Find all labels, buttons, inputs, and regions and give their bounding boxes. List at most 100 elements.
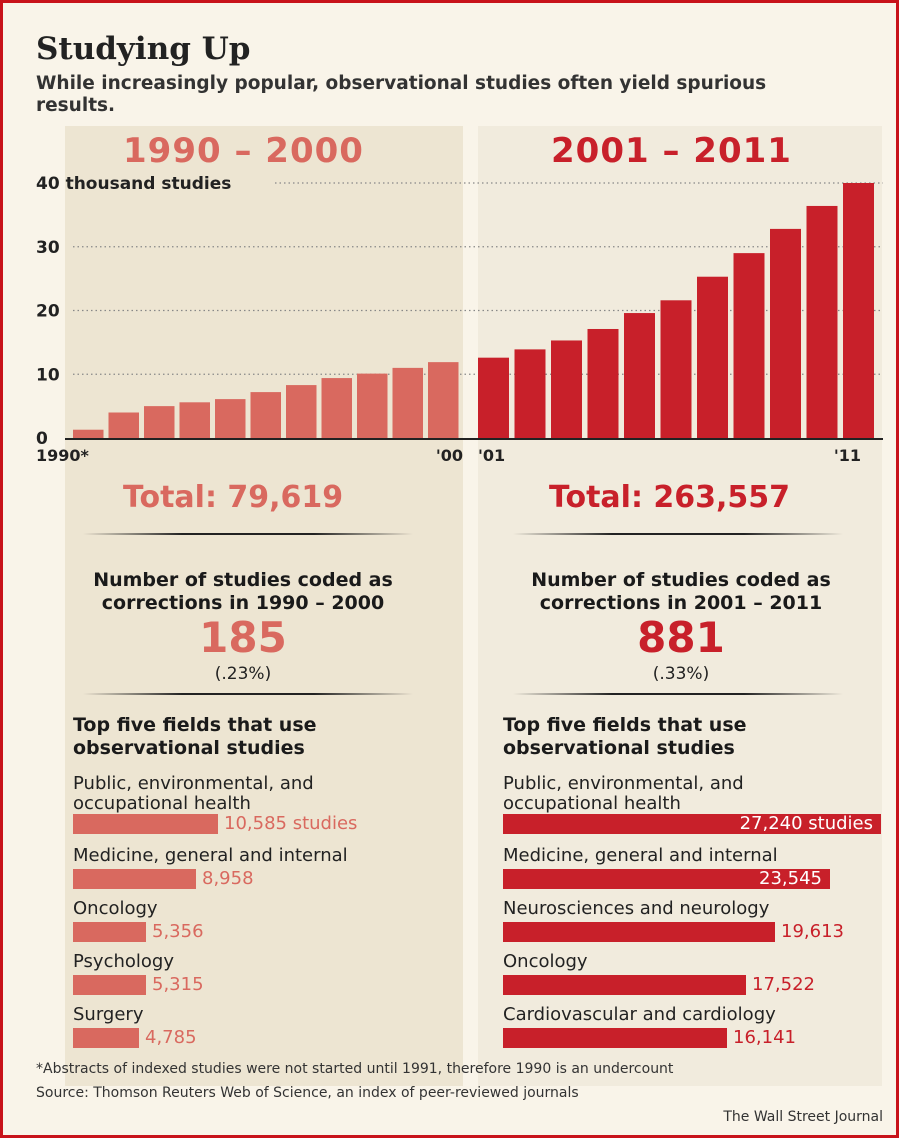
field-label-left-4: Psychology	[73, 952, 453, 972]
field-label-line1: Public, environmental, and	[503, 773, 744, 794]
footnote: *Abstracts of indexed studies were not s…	[36, 1061, 674, 1077]
bar-1990	[73, 429, 104, 438]
field-bar-right-1	[503, 814, 881, 834]
y-tick-label-10: 10	[36, 365, 60, 385]
bar-2000	[428, 362, 459, 438]
corrections-heading-right-line2: corrections in 2001 – 2011	[539, 592, 823, 614]
field-value-left-2: 8,958	[202, 868, 254, 889]
field-bar-left-3	[73, 922, 146, 942]
field-label-line2: occupational health	[503, 793, 681, 814]
field-label-right-2: Medicine, general and internal	[503, 846, 883, 866]
field-label-line1: Oncology	[503, 951, 588, 972]
divider-left-2	[83, 693, 413, 695]
fields-heading-left: Top five fields that use observational s…	[73, 714, 317, 760]
field-value-right-1: 27,240 studies	[739, 813, 873, 834]
period-label-left: 1990 – 2000	[123, 131, 364, 171]
divider-left-1	[83, 533, 413, 535]
bar-2005	[624, 313, 655, 438]
corrections-percent-left: (.23%)	[214, 664, 272, 684]
chart-title: Studying Up	[36, 31, 251, 67]
field-bar-right-2	[503, 869, 830, 889]
y-tick-label-0: 0	[36, 429, 48, 449]
bar-2003	[551, 340, 582, 438]
x-tick-label-2000: '00	[436, 446, 463, 465]
total-right: Total: 263,557	[549, 480, 791, 515]
field-label-left-3: Oncology	[73, 899, 453, 919]
field-label-left-2: Medicine, general and internal	[73, 846, 453, 866]
bar-1998	[357, 373, 388, 438]
bar-1992	[144, 406, 175, 438]
bar-2002	[514, 349, 546, 438]
field-bar-left-4	[73, 975, 146, 995]
field-label-line1: Neurosciences and neurology	[503, 898, 770, 919]
bar-2007	[697, 276, 728, 438]
corrections-heading-right-line1: Number of studies coded as	[531, 569, 831, 591]
field-bar-left-5	[73, 1028, 139, 1048]
field-value-right-3: 19,613	[781, 921, 844, 942]
divider-right-2	[513, 693, 843, 695]
x-tick-label-2011: '11	[834, 446, 861, 465]
bar-1997	[321, 378, 352, 438]
field-value-right-2: 23,545	[759, 868, 822, 889]
bar-1991	[108, 412, 139, 438]
bar-2009	[770, 228, 801, 438]
field-label-line1: Psychology	[73, 951, 174, 972]
corrections-heading-left-line1: Number of studies coded as	[93, 569, 393, 591]
bar-2006	[660, 300, 692, 438]
field-label-line1: Medicine, general and internal	[73, 845, 348, 866]
bar-2010	[806, 205, 838, 438]
bar-1994	[215, 399, 246, 438]
field-bar-right-4	[503, 975, 746, 995]
x-tick-label-1990: 1990*	[36, 446, 90, 465]
corrections-heading-right: Number of studies coded as corrections i…	[498, 569, 864, 615]
field-bar-right-5	[503, 1028, 727, 1048]
fields-heading-left-line2: observational studies	[73, 737, 305, 759]
chart-subtitle: While increasingly popular, observationa…	[36, 73, 767, 116]
field-value-left-4: 5,315	[152, 974, 204, 995]
fields-heading-right-line1: Top five fields that use	[503, 714, 747, 736]
fields-heading-right-line2: observational studies	[503, 737, 735, 759]
field-label-left-5: Surgery	[73, 1005, 453, 1025]
y-axis-label: 40 thousand studies	[36, 174, 231, 194]
field-label-line1: Public, environmental, and	[73, 773, 314, 794]
divider-right-1	[513, 533, 843, 535]
publisher-credit: The Wall Street Journal	[723, 1109, 883, 1125]
bar-1996	[286, 385, 317, 438]
field-bar-left-1	[73, 814, 218, 834]
field-label-line1: Cardiovascular and cardiology	[503, 1004, 776, 1025]
field-value-left-5: 4,785	[145, 1027, 197, 1048]
field-bar-left-2	[73, 869, 196, 889]
field-value-right-5: 16,141	[733, 1027, 796, 1048]
field-label-line2: occupational health	[73, 793, 251, 814]
field-label-right-4: Oncology	[503, 952, 883, 972]
field-label-line1: Oncology	[73, 898, 158, 919]
field-label-right-3: Neurosciences and neurology	[503, 899, 883, 919]
field-value-left-3: 5,356	[152, 921, 204, 942]
corrections-count-right: 881	[637, 613, 725, 662]
bar-2011	[843, 183, 874, 438]
y-tick-label-30: 30	[36, 238, 60, 258]
bar-2004	[587, 328, 619, 438]
bar-2001	[478, 357, 509, 438]
field-label-line1: Medicine, general and internal	[503, 845, 778, 866]
period-label-right: 2001 – 2011	[551, 131, 792, 171]
fields-heading-left-line1: Top five fields that use	[73, 714, 317, 736]
field-bar-right-3	[503, 922, 775, 942]
corrections-percent-right: (.33%)	[652, 664, 710, 684]
total-left: Total: 79,619	[123, 480, 344, 515]
source-note: Source: Thomson Reuters Web of Science, …	[36, 1085, 579, 1101]
field-label-right-1: Public, environmental, and occupational h…	[503, 774, 883, 814]
x-tick-label-2001: '01	[478, 446, 505, 465]
bar-chart: 0 10 20 30 40 thousand studies 1990* '00 '01 '11	[36, 174, 883, 465]
fields-heading-right: Top five fields that use observational s…	[503, 714, 747, 760]
bar-1999	[392, 367, 423, 438]
field-value-right-4: 17,522	[752, 974, 815, 995]
field-label-left-1: Public, environmental, and occupational h…	[73, 774, 453, 814]
y-tick-label-20: 20	[36, 302, 60, 322]
field-value-left-1: 10,585 studies	[224, 813, 358, 834]
corrections-heading-left: Number of studies coded as corrections i…	[65, 569, 421, 615]
bar-2008	[733, 253, 765, 438]
corrections-count-left: 185	[199, 613, 287, 662]
corrections-heading-left-line2: corrections in 1990 – 2000	[101, 592, 385, 614]
